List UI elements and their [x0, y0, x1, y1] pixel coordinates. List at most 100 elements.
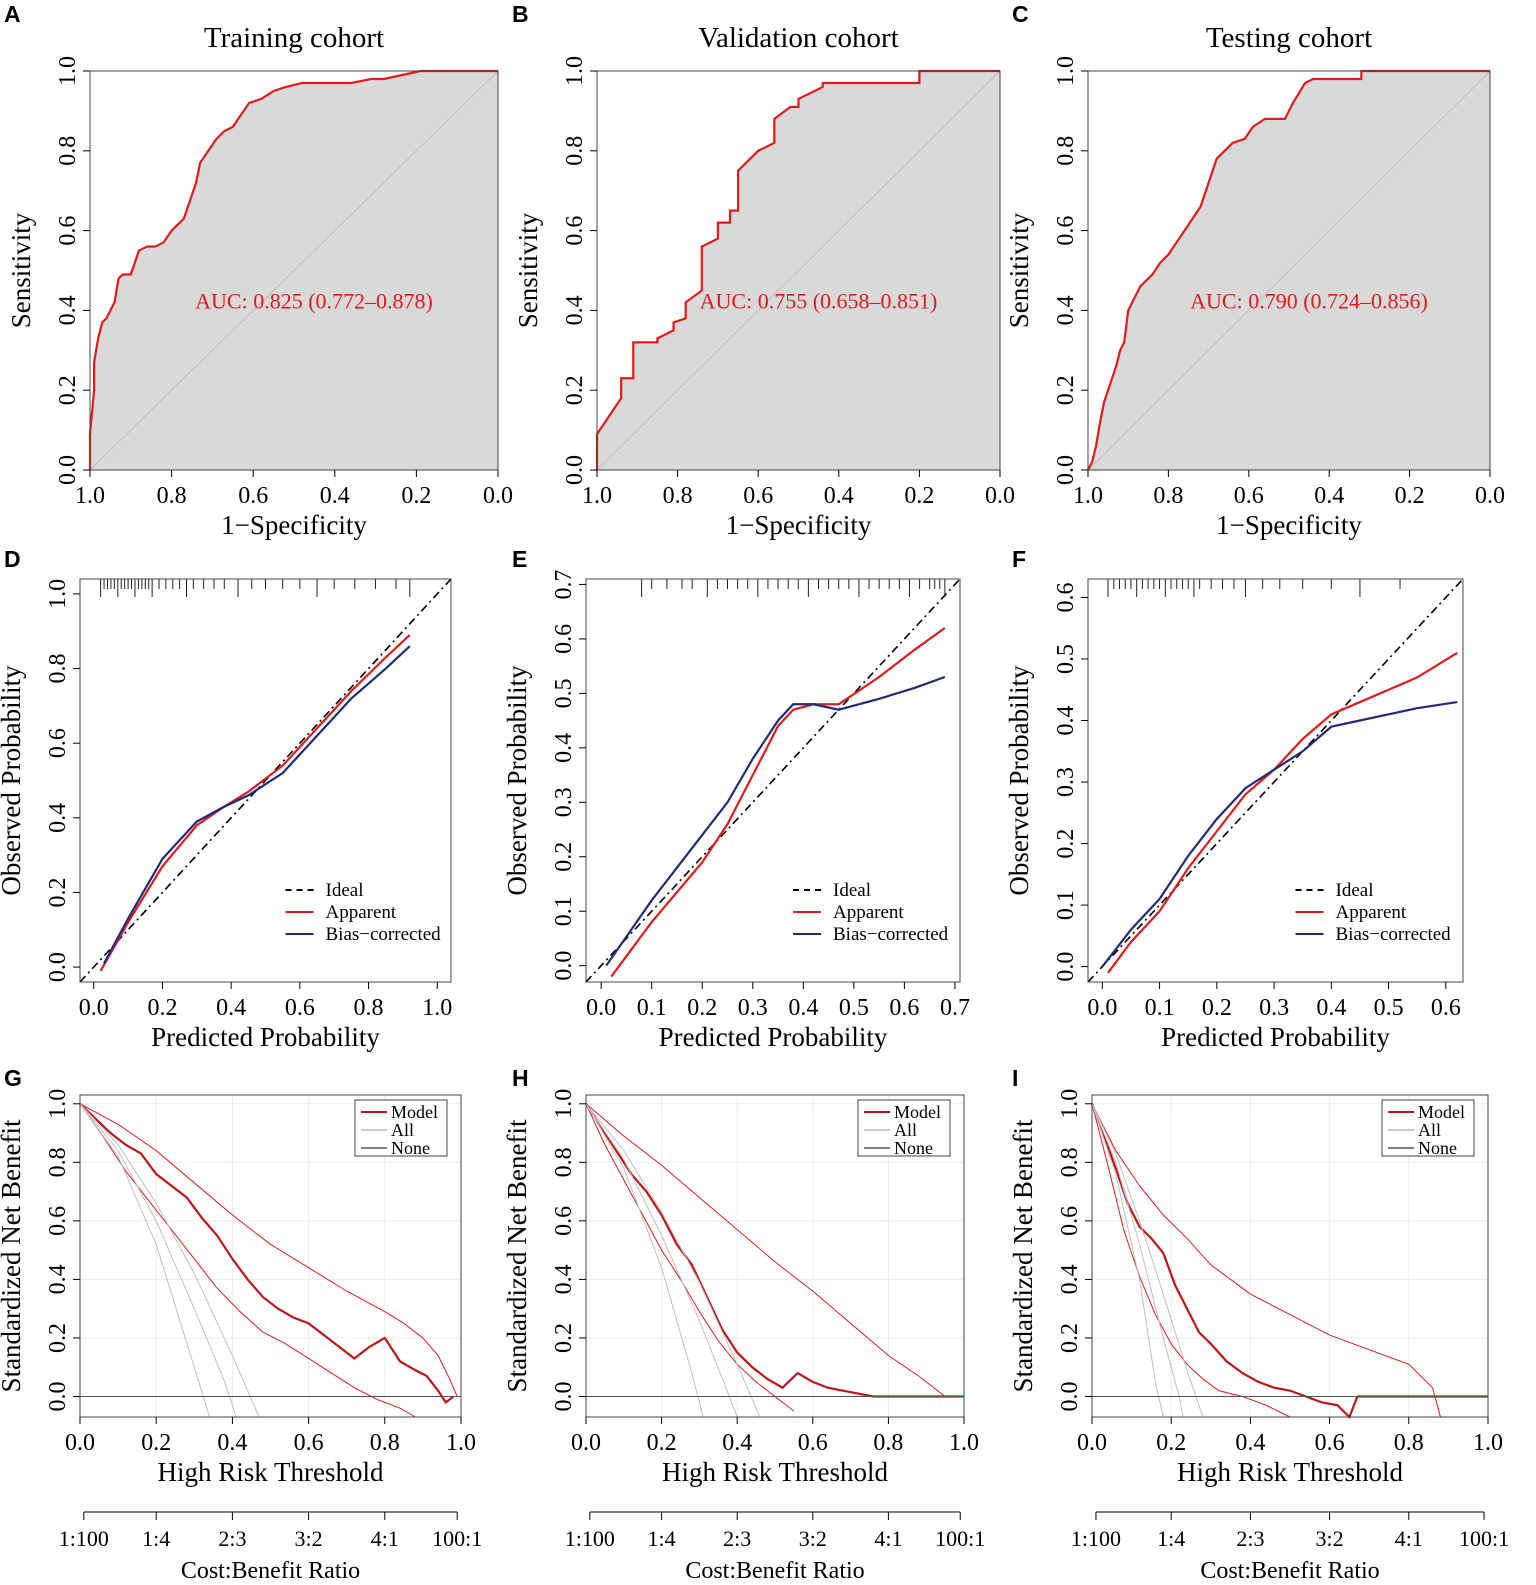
plot-frame: [1091, 1094, 1489, 1418]
y-tick-label: 0.3: [1053, 767, 1079, 797]
x-tick-label: 0.6: [294, 1430, 324, 1456]
y-tick-label: 0.2: [562, 375, 588, 405]
x-tick-label: 0.0: [571, 1430, 601, 1456]
y-tick-label: 0.0: [1057, 1382, 1083, 1412]
rug: [1107, 579, 1401, 597]
x2-tick-label: 1:100: [59, 1526, 109, 1551]
y-tick-label: 0.6: [55, 216, 81, 246]
series-all-2: [79, 1103, 237, 1418]
panel-letter: G: [4, 1065, 22, 1091]
x-tick-label: 0.4: [217, 1430, 247, 1456]
x-tick-label: 0.6: [743, 483, 773, 509]
diagonal-reference: [1087, 70, 1491, 471]
y-tick-label: 0.3: [551, 787, 577, 817]
x2-tick-label: 1:100: [1071, 1526, 1121, 1551]
y-axis-label: Observed Probability: [1004, 665, 1034, 896]
x-tick-label: 0.2: [147, 995, 177, 1021]
y-tick-label: 0.0: [551, 951, 577, 981]
x2-tick-label: 4:1: [1395, 1526, 1423, 1551]
x-tick-label: 0.2: [1202, 995, 1232, 1021]
x2-tick-label: 2:3: [1236, 1526, 1264, 1551]
x-tick-label: 0.8: [1153, 483, 1183, 509]
y-tick-label: 0.1: [1053, 890, 1079, 920]
x-tick-label: 0.4: [320, 483, 350, 509]
y-tick-label: 0.0: [55, 455, 81, 485]
legend-label-0: Ideal: [833, 880, 871, 901]
series-bias-corrected: [605, 675, 946, 967]
y-tick-label: 0.4: [1053, 295, 1079, 325]
x-tick-label: 1.0: [1473, 1430, 1503, 1456]
x-tick-label: 0.4: [1316, 995, 1346, 1021]
y-tick-label: 0.8: [551, 1147, 577, 1177]
y-tick-label: 0.6: [551, 1206, 577, 1236]
legend-label-all: All: [1418, 1120, 1441, 1140]
x-tick-label: 0.0: [1077, 1430, 1107, 1456]
x-tick-label: 0.4: [216, 995, 246, 1021]
series-model-upper: [1091, 1103, 1441, 1418]
x2-axis-label: Cost:Benefit Ratio: [685, 1558, 864, 1584]
legend-label-2: Bias−corrected: [1336, 924, 1452, 945]
auc-label: AUC: 0.755 (0.658–0.851): [700, 288, 938, 313]
x2-tick-label: 1:4: [648, 1526, 676, 1551]
x-tick-label: 0.4: [1235, 1430, 1265, 1456]
x-tick-label: 0.6: [1431, 995, 1461, 1021]
panel-I: I 0.0 0.2 0.4 0.6 0.8 1.0 0.0 0.2 0.4 0.6 0.8 1.0 Hig…: [1008, 1065, 1509, 1584]
legend-box: [857, 1099, 951, 1157]
y-tick-label: 1.0: [55, 56, 81, 86]
plot-frame: [1087, 578, 1464, 983]
panel-title: Testing cohort: [1206, 22, 1372, 54]
x2-tick-label: 100:1: [935, 1526, 985, 1551]
y-axis-label: Standardized Net Benefit: [1008, 1119, 1038, 1392]
x-tick-label: 0.0: [65, 1430, 95, 1456]
x-tick-label: 0.1: [1145, 995, 1175, 1021]
legend-label-2: Bias−corrected: [326, 924, 442, 945]
x2-tick-label: 2:3: [218, 1526, 246, 1551]
auc-label: AUC: 0.790 (0.724–0.856): [1190, 288, 1428, 313]
series-all-2: [1091, 1103, 1184, 1418]
x2-tick-label: 1:4: [142, 1526, 170, 1551]
y-tick-label: 0.2: [55, 375, 81, 405]
series-all-1: [79, 1103, 211, 1418]
y-tick-label: 0.2: [1053, 829, 1079, 859]
series-all-3: [1091, 1103, 1204, 1418]
y-tick-label: 0.4: [551, 733, 577, 763]
series-all-3: [79, 1103, 260, 1418]
x2-axis-label: Cost:Benefit Ratio: [181, 1558, 360, 1584]
series-model: [1090, 1103, 1359, 1419]
y-tick-label: 0.6: [562, 216, 588, 246]
legend-label-none: None: [1418, 1138, 1457, 1158]
y-tick-label: 0.6: [551, 624, 577, 654]
y-tick-label: 0.2: [551, 842, 577, 872]
panel-C: C AUC: 0.790 (0.724–0.856) Testing cohort 1…: [1004, 1, 1505, 540]
y-tick-label: 0.7: [551, 569, 577, 599]
y-tick-label: 0.8: [55, 136, 81, 166]
x2-tick-label: 2:3: [723, 1526, 751, 1551]
legend-box: [1381, 1099, 1475, 1157]
x2-axis-label: Cost:Benefit Ratio: [1200, 1558, 1379, 1584]
x-tick-label: 1.0: [446, 1430, 476, 1456]
y-tick-label: 0.8: [562, 136, 588, 166]
series-apparent: [610, 627, 946, 978]
panel-E: E 0.0 0.1 0.2 0.3 0.4 0.5 0.6 0.7 0.0 0.1 0.2 0.3 0.4…: [502, 546, 970, 1052]
x2-tick-label: 4:1: [874, 1526, 902, 1551]
y-tick-label: 0.0: [45, 952, 71, 982]
x-tick-label: 0.2: [687, 995, 717, 1021]
x-tick-label: 1.0: [949, 1430, 979, 1456]
y-tick-label: 1.0: [551, 1089, 577, 1119]
legend-label-2: Bias−corrected: [833, 924, 949, 945]
legend-label-model: Model: [391, 1102, 438, 1122]
y-tick-label: 0.6: [45, 728, 71, 758]
y-axis-label: Observed Probability: [502, 665, 532, 896]
panel-letter: I: [1012, 1065, 1018, 1091]
x-tick-label: 0.0: [79, 995, 109, 1021]
panel-B: B AUC: 0.755 (0.658–0.851) Validation coho…: [512, 1, 1015, 540]
x-tick-label: 0.6: [798, 1430, 828, 1456]
auc-label: AUC: 0.825 (0.772–0.878): [195, 288, 433, 313]
y-tick-label: 0.2: [551, 1323, 577, 1353]
x-axis-label: 1−Specificity: [1216, 510, 1362, 540]
x-tick-label: 0.4: [1314, 483, 1344, 509]
x-tick-label: 0.6: [1234, 483, 1264, 509]
panel-H: H 0.0 0.2 0.4 0.6 0.8 1.0 0.0 0.2 0.4 0.6 0.8 1.0 Hig…: [502, 1065, 985, 1584]
y-tick-label: 0.2: [1057, 1323, 1083, 1353]
x-tick-label: 0.0: [483, 483, 513, 509]
